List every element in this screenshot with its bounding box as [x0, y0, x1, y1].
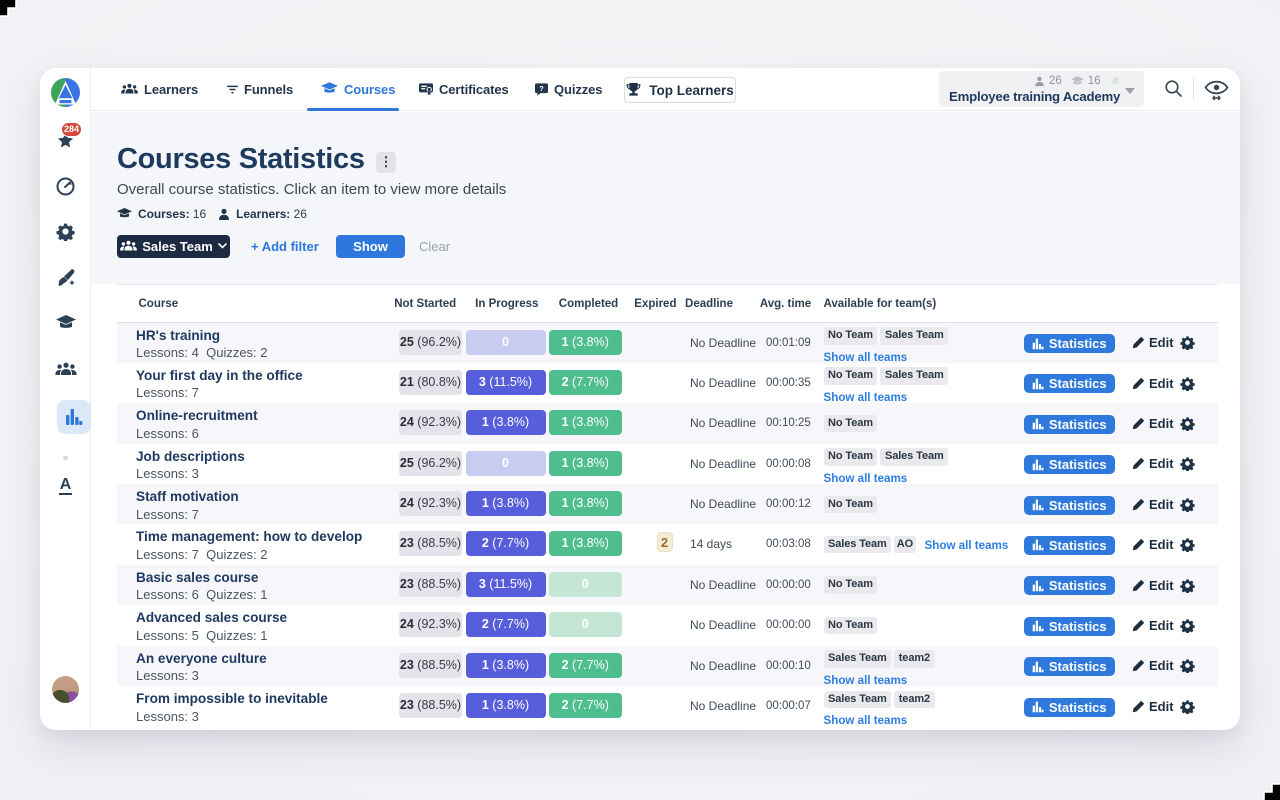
- svg-text:?: ?: [539, 84, 544, 93]
